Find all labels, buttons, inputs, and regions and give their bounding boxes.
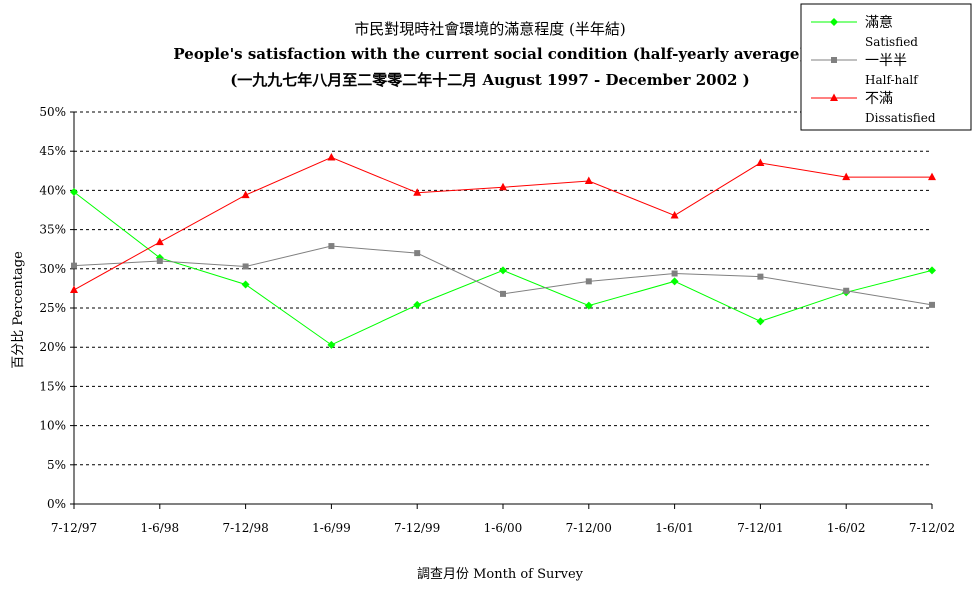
data-point-half-half — [929, 301, 935, 308]
data-point-half-half — [500, 290, 506, 297]
data-point-satisfied — [756, 317, 765, 326]
y-tick-label: 10% — [39, 419, 66, 433]
legend-sublabel-half-half: Half-half — [865, 73, 919, 87]
legend-box — [800, 3, 972, 131]
data-point-satisfied — [499, 266, 507, 275]
legend-marker-satisfied — [830, 18, 838, 26]
x-axis-label: 調查月份 Month of Survey — [417, 567, 584, 582]
x-tick-label: 7-12/01 — [737, 521, 783, 535]
data-point-dissatisfied — [842, 172, 851, 181]
data-point-dissatisfied — [241, 190, 250, 199]
legend-sublabel-dissatisfied: Dissatisfied — [865, 111, 936, 125]
data-point-satisfied — [670, 277, 679, 286]
legend: 滿意 Satisfied 一半半 Half-half 不滿 Dissatisfied — [800, 3, 972, 131]
chart-subtitle: (一九九七年八月至二零零二年十二月 August 1997 - December… — [230, 71, 750, 89]
x-tick-label: 1-6/01 — [655, 521, 694, 535]
y-tick-label: 25% — [39, 301, 66, 315]
data-point-dissatisfied — [670, 210, 679, 219]
data-point-dissatisfied — [584, 176, 593, 184]
y-tick-label: 50% — [39, 105, 66, 119]
y-axis-label: 百分比 Percentage — [11, 251, 26, 369]
data-point-dissatisfied — [413, 188, 422, 196]
y-tick-label: 40% — [39, 183, 66, 197]
data-point-satisfied — [327, 340, 336, 349]
data-point-dissatisfied — [70, 285, 78, 293]
data-point-half-half — [757, 273, 764, 280]
x-tick-label: 7-12/98 — [222, 521, 268, 535]
x-tick-label: 7-12/99 — [394, 521, 440, 535]
y-tick-label: 15% — [39, 379, 66, 393]
y-tick-label: 30% — [39, 262, 66, 276]
data-point-half-half — [671, 270, 678, 277]
x-tick-label: 7-12/97 — [51, 521, 97, 535]
x-tick-label: 1-6/99 — [312, 521, 351, 535]
data-point-half-half — [843, 287, 850, 294]
chart-title-zh: 市民對現時社會環境的滿意程度 (半年結) — [354, 20, 625, 38]
legend-label-half-half: 一半半 — [865, 53, 907, 69]
data-point-half-half — [585, 278, 592, 285]
data-point-dissatisfied — [155, 237, 164, 246]
y-tick-label: 20% — [39, 340, 66, 354]
data-point-satisfied — [70, 187, 78, 196]
data-point-satisfied — [413, 300, 422, 309]
data-point-half-half — [328, 243, 335, 250]
y-tick-label: 35% — [39, 223, 66, 237]
data-point-dissatisfied — [499, 182, 507, 191]
legend-label-dissatisfied: 不滿 — [865, 91, 893, 107]
y-tick-label: 5% — [47, 458, 66, 472]
x-tick-label: 1-6/00 — [484, 521, 523, 535]
data-point-half-half — [242, 263, 249, 270]
data-point-dissatisfied — [756, 158, 765, 166]
data-point-dissatisfied — [928, 172, 936, 181]
chart-title: People's satisfaction with the current s… — [173, 45, 806, 63]
legend-marker-half-half — [831, 57, 837, 63]
data-point-satisfied — [928, 266, 936, 275]
x-tick-label: 1-6/98 — [140, 521, 179, 535]
data-point-satisfied — [584, 301, 593, 310]
data-point-half-half — [414, 250, 421, 257]
legend-marker-dissatisfied — [830, 93, 838, 101]
y-tick-label: 45% — [39, 144, 66, 158]
data-point-half-half — [156, 257, 163, 264]
x-tick-label: 7-12/00 — [566, 521, 612, 535]
data-point-half-half — [71, 262, 77, 269]
legend-label-satisfied: 滿意 — [865, 14, 893, 31]
legend-sublabel-satisfied: Satisfied — [865, 35, 918, 49]
x-tick-label: 1-6/02 — [827, 521, 866, 535]
data-point-satisfied — [241, 280, 250, 289]
x-tick-label: 7-12/02 — [909, 521, 955, 535]
data-point-dissatisfied — [327, 152, 336, 161]
y-tick-label: 0% — [47, 497, 66, 511]
